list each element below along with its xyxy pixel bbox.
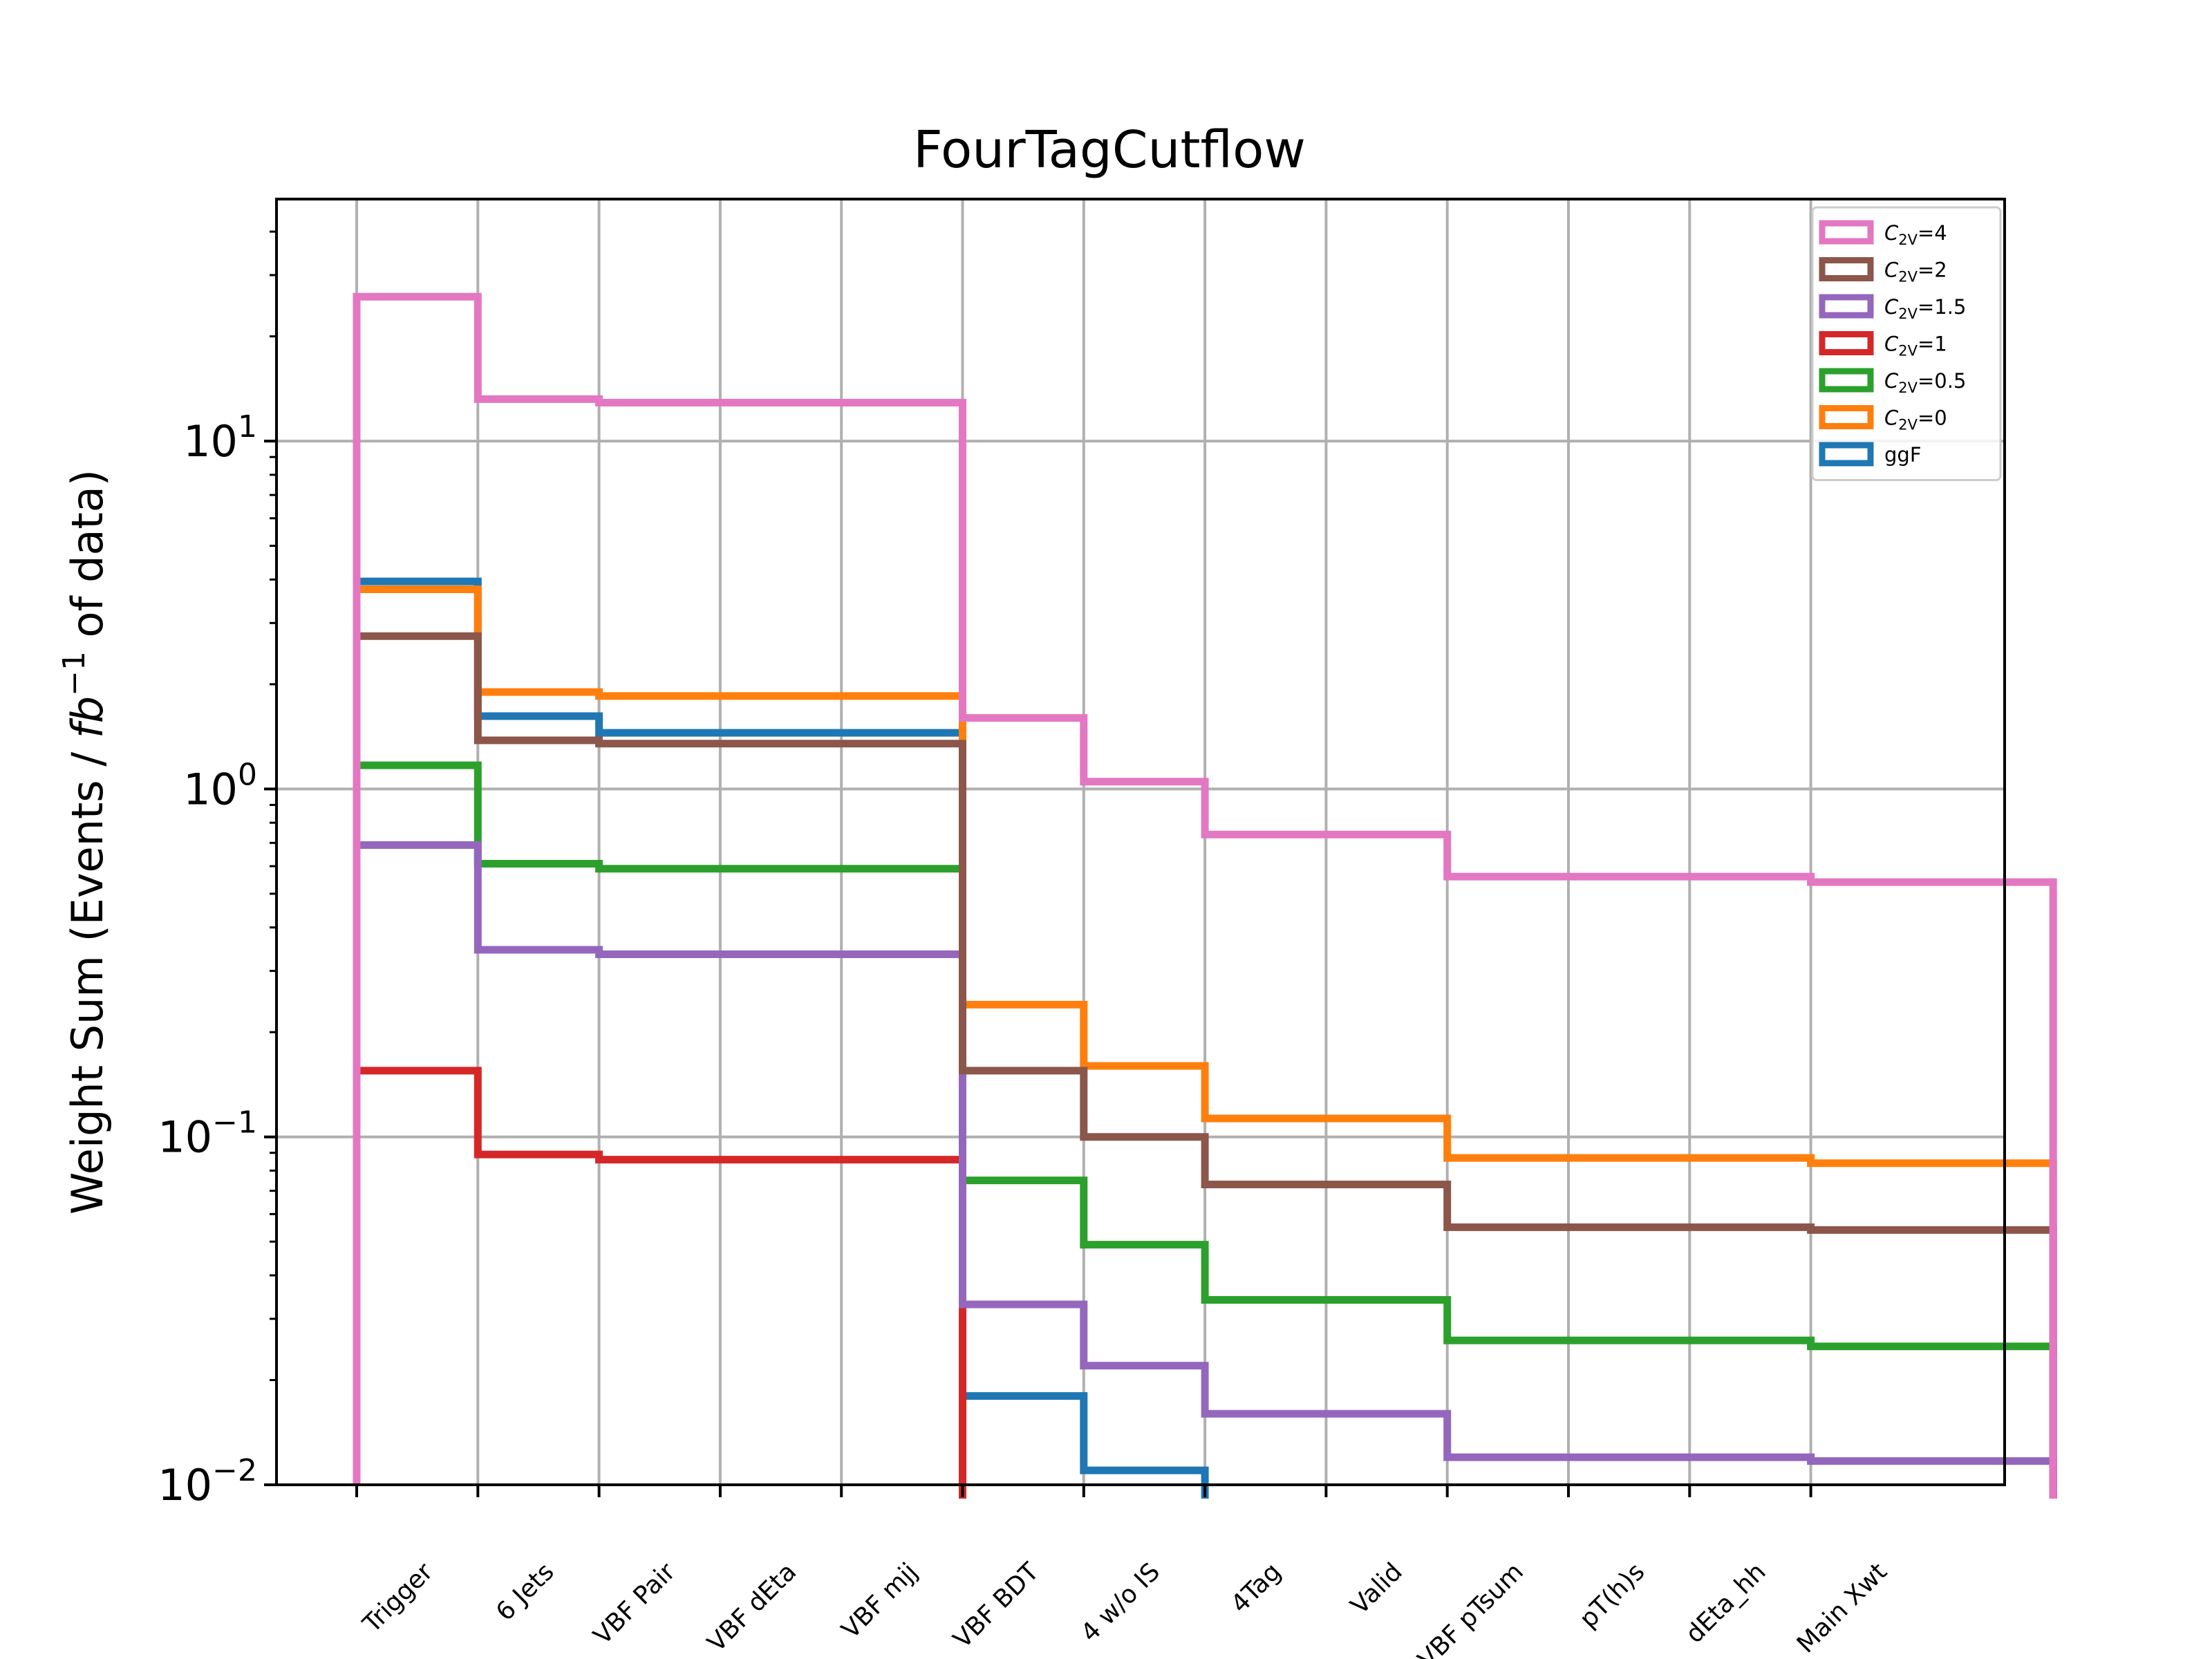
series-line-C2V=0.5 xyxy=(353,761,2057,1499)
y-tick-label: 100 xyxy=(183,757,257,814)
legend-label-C2V=2: C2V=2 xyxy=(1884,259,1947,285)
y-tick-label: 101 xyxy=(183,409,257,467)
legend-label-C2V=4: C2V=4 xyxy=(1884,221,1947,248)
legend: C2V=4 C2V=2 C2V=1.5 C2V=1 C2V=0.5 C2V=0 ggF xyxy=(1811,206,2002,481)
y-axis-label-prefix: Weight Sum (Events / xyxy=(62,738,113,1215)
legend-swatch-C2V=0.5 xyxy=(1819,368,1874,393)
y-tick-label: 10−1 xyxy=(158,1105,257,1163)
legend-label-ggF: ggF xyxy=(1884,443,1922,467)
series-layer xyxy=(353,292,2057,1499)
legend-label-C2V=1.5: C2V=1.5 xyxy=(1884,295,1966,322)
legend-swatch-C2V=1.5 xyxy=(1819,294,1874,319)
y-axis-label-fb: fb xyxy=(62,696,113,738)
series-line-C2V=0 xyxy=(353,585,2057,1499)
legend-swatch-C2V=4 xyxy=(1819,220,1874,245)
legend-label-C2V=1: C2V=1 xyxy=(1884,332,1947,359)
legend-swatch-C2V=0 xyxy=(1819,405,1874,429)
y-axis-label-suffix: of data) xyxy=(62,469,113,651)
y-axis-label-exp: −1 xyxy=(57,651,92,696)
legend-label-C2V=0: C2V=0 xyxy=(1884,406,1947,433)
y-axis: 10−2 10−1 100 101 xyxy=(158,230,276,1510)
y-axis-label: Weight Sum (Events / fb−1 of data) xyxy=(57,469,113,1215)
legend-label-C2V=0.5: C2V=0.5 xyxy=(1884,369,1966,396)
chart-title: FourTagCutflow xyxy=(913,120,1306,180)
series-line-C2V=4 xyxy=(353,292,2057,1499)
series-line-C2V=1 xyxy=(353,1067,966,1499)
series-line-C2V=1.5 xyxy=(353,841,2057,1499)
y-tick-label: 10−2 xyxy=(158,1453,257,1510)
series-line-C2V=2 xyxy=(353,632,2057,1499)
legend-swatch-C2V=1 xyxy=(1819,331,1874,355)
legend-swatch-ggF xyxy=(1819,442,1874,467)
legend-swatch-C2V=2 xyxy=(1819,257,1874,281)
